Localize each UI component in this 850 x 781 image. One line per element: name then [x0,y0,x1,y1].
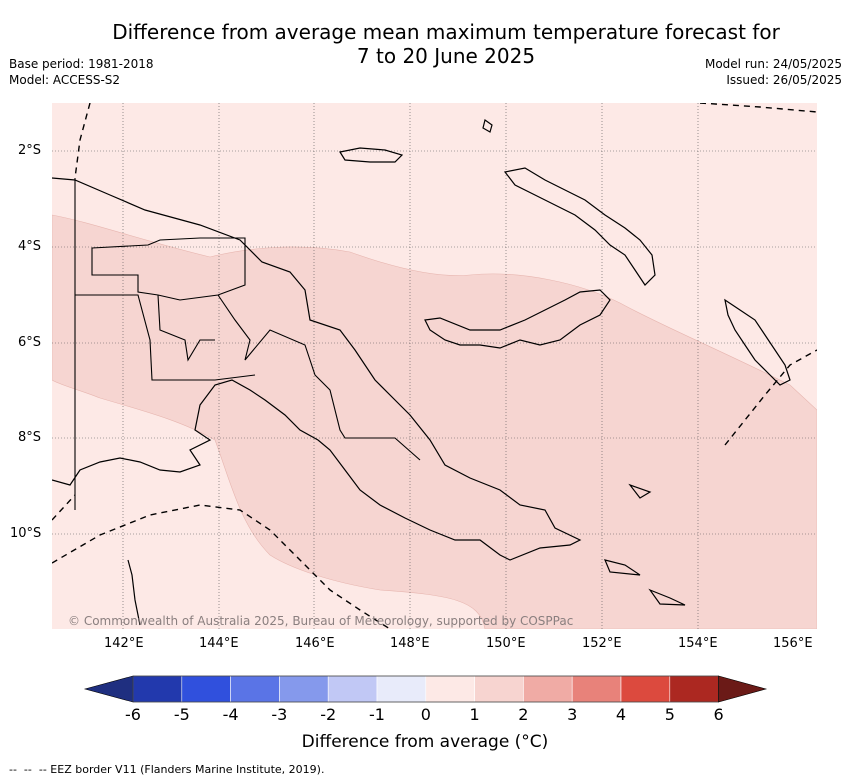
eez-legend: -- -- -- EEZ border V11 (Flanders Marine… [9,763,324,776]
colorbar-tick-label: -6 [125,705,141,724]
colorbar-title: Difference from average (°C) [301,732,549,752]
eez-legend-symbol: -- -- [9,763,39,776]
lon-label: 152°E [582,636,622,651]
map-title: Difference from average mean maximum tem… [0,20,850,68]
colorbar-swatch [425,675,475,703]
colorbar-tick-label: -4 [222,705,239,724]
colorbar-under-arrow [83,675,134,703]
colorbar-tick-label: -2 [320,705,337,724]
lon-label: 146°E [295,636,335,651]
meta-left: Base period: 1981-2018 Model: ACCESS-S2 [9,56,154,88]
colorbar-tick-label: 5 [664,705,675,724]
title-line-2: 7 to 20 June 2025 [356,44,536,68]
lat-label: 10°S [10,526,42,541]
eez-legend-text: -- EEZ border V11 (Flanders Marine Insti… [38,763,325,776]
colorbar-tick-label: -1 [369,705,385,724]
lon-label: 150°E [486,636,526,651]
title-line-1: Difference from average mean maximum tem… [112,20,780,44]
model-run: Model run: 24/05/2025 [704,57,842,71]
eez-borders [52,103,817,629]
colorbar-swatch [327,675,378,703]
lat-label: 2°S [18,143,42,158]
colorbar-over-arrow [718,675,768,703]
colorbar-swatch [132,675,183,703]
lat-label: 6°S [18,335,42,350]
colorbar-tick-label: -3 [271,705,288,724]
borders [74,178,421,510]
meta-right: Model run: 24/05/2025 Issued: 26/05/2025 [705,56,842,88]
coastlines [52,118,791,626]
lon-label: 142°E [104,636,144,651]
colorbar-tick-label: 6 [713,705,724,724]
lon-label: 156°E [773,636,813,651]
lon-label: 148°E [390,636,430,651]
colorbar-tick-label: 0 [420,705,431,724]
colorbar-outline [132,675,719,703]
colorbar-swatch [181,675,231,703]
base-period: Base period: 1981-2018 [9,57,154,71]
colorbar-tick-label: 1 [469,705,480,724]
lat-label: 8°S [18,430,42,445]
lat-label: 4°S [18,239,42,254]
colorbar-swatch [230,675,280,703]
colorbar-tick-label: -5 [173,705,190,724]
colorbar-swatch [523,675,573,703]
model-name: Model: ACCESS-S2 [9,73,121,87]
colorbar-swatch [474,675,524,703]
colorbar [83,675,768,703]
copyright-credit: © Commonwealth of Australia 2025, Bureau… [68,614,574,628]
colorbar-tick-label: 4 [615,705,627,724]
colorbar-swatch [620,675,671,703]
issued-date: Issued: 26/05/2025 [726,73,842,87]
colorbar-swatch [376,675,427,703]
colorbar-tick-label: 2 [518,705,529,724]
colorbar-swatch [571,675,622,703]
colorbar-tick-label: 3 [567,705,578,724]
colorbar-swatch [669,675,719,703]
lon-label: 154°E [678,636,718,651]
colorbar-swatch [279,675,329,703]
graticule [52,103,817,629]
lon-label: 144°E [199,636,239,651]
